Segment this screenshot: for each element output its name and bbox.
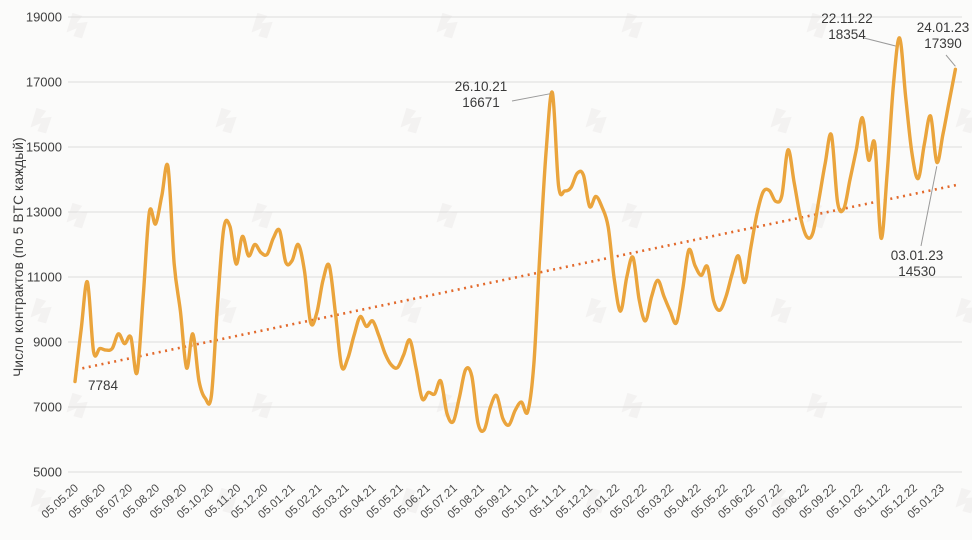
y-tick-label: 9000 (33, 335, 62, 350)
annotation-value: 16671 (462, 95, 500, 110)
annotation-date: 26.10.21 (454, 79, 508, 94)
forklog-logo-watermark (621, 202, 643, 229)
forklog-logo-watermark (215, 487, 237, 514)
y-axis-title: Число контрактов (по 5 BTC каждый) (11, 137, 26, 377)
annotation-leader-line (863, 37, 896, 47)
forklog-logo-watermark (30, 297, 52, 324)
forklog-logo-watermark (585, 487, 607, 514)
y-tick-label: 15000 (26, 140, 62, 155)
annotation-date: 03.01.23 (890, 248, 944, 263)
trendline (75, 183, 959, 371)
y-tick-label: 5000 (33, 465, 62, 480)
annotation-dip-jan23: 03.01.23 14530 (884, 248, 950, 280)
forklog-logo-watermark (436, 12, 458, 39)
forklog-logo-watermark (436, 202, 458, 229)
annotation-date: 24.01.23 (916, 20, 970, 35)
y-tick-label: 11000 (27, 270, 62, 285)
annotation-value: 17390 (924, 36, 962, 51)
y-tick-label: 17000 (26, 75, 62, 90)
forklog-logo-watermark (251, 12, 273, 39)
forklog-logo-watermark (585, 107, 607, 134)
forklog-logo-watermark (770, 107, 792, 134)
annotation-peak-nov22: 22.11.22 18354 (812, 11, 882, 43)
forklog-logo-watermark (770, 297, 792, 324)
forklog-logo-watermark (955, 297, 972, 324)
forklog-logo-watermark (955, 487, 972, 514)
annotation-leader-line (945, 54, 956, 67)
annotation-date: 22.11.22 (821, 11, 873, 26)
forklog-logo-watermark (66, 12, 88, 39)
forklog-logo-watermark (955, 107, 972, 134)
annotation-leader-line (920, 166, 938, 247)
forklog-logo-watermark (66, 202, 88, 229)
annotation-peak-oct21: 26.10.21 16671 (448, 79, 514, 111)
forklog-logo-watermark (400, 487, 422, 514)
annotation-start-value: 7784 (88, 378, 118, 394)
forklog-logo-watermark (806, 392, 828, 419)
y-tick-label: 19000 (26, 10, 62, 25)
forklog-logo-watermark (30, 487, 52, 514)
forklog-logo-watermark (621, 392, 643, 419)
forklog-logo-watermark (806, 12, 828, 39)
forklog-logo-watermark (215, 297, 237, 324)
forklog-logo-watermark (251, 392, 273, 419)
forklog-logo-watermark (66, 392, 88, 419)
series-line (73, 36, 958, 433)
annotation-leader-line (511, 93, 551, 102)
forklog-logo-watermark (30, 107, 52, 134)
annotation-value: 7784 (88, 378, 119, 393)
forklog-logo-watermark (251, 202, 273, 229)
forklog-logo-watermark (770, 487, 792, 514)
forklog-logo-watermark (585, 297, 607, 324)
forklog-logo-watermark (400, 297, 422, 324)
forklog-logo-watermark (621, 12, 643, 39)
forklog-logo-watermark (215, 107, 237, 134)
annotation-value: 14530 (898, 264, 936, 279)
forklog-logo-watermark (400, 107, 422, 134)
y-tick-label: 13000 (26, 205, 62, 220)
annotation-end-jan23: 24.01.23 17390 (910, 20, 972, 52)
annotation-value: 18354 (828, 27, 866, 42)
y-tick-label: 7000 (33, 400, 62, 415)
